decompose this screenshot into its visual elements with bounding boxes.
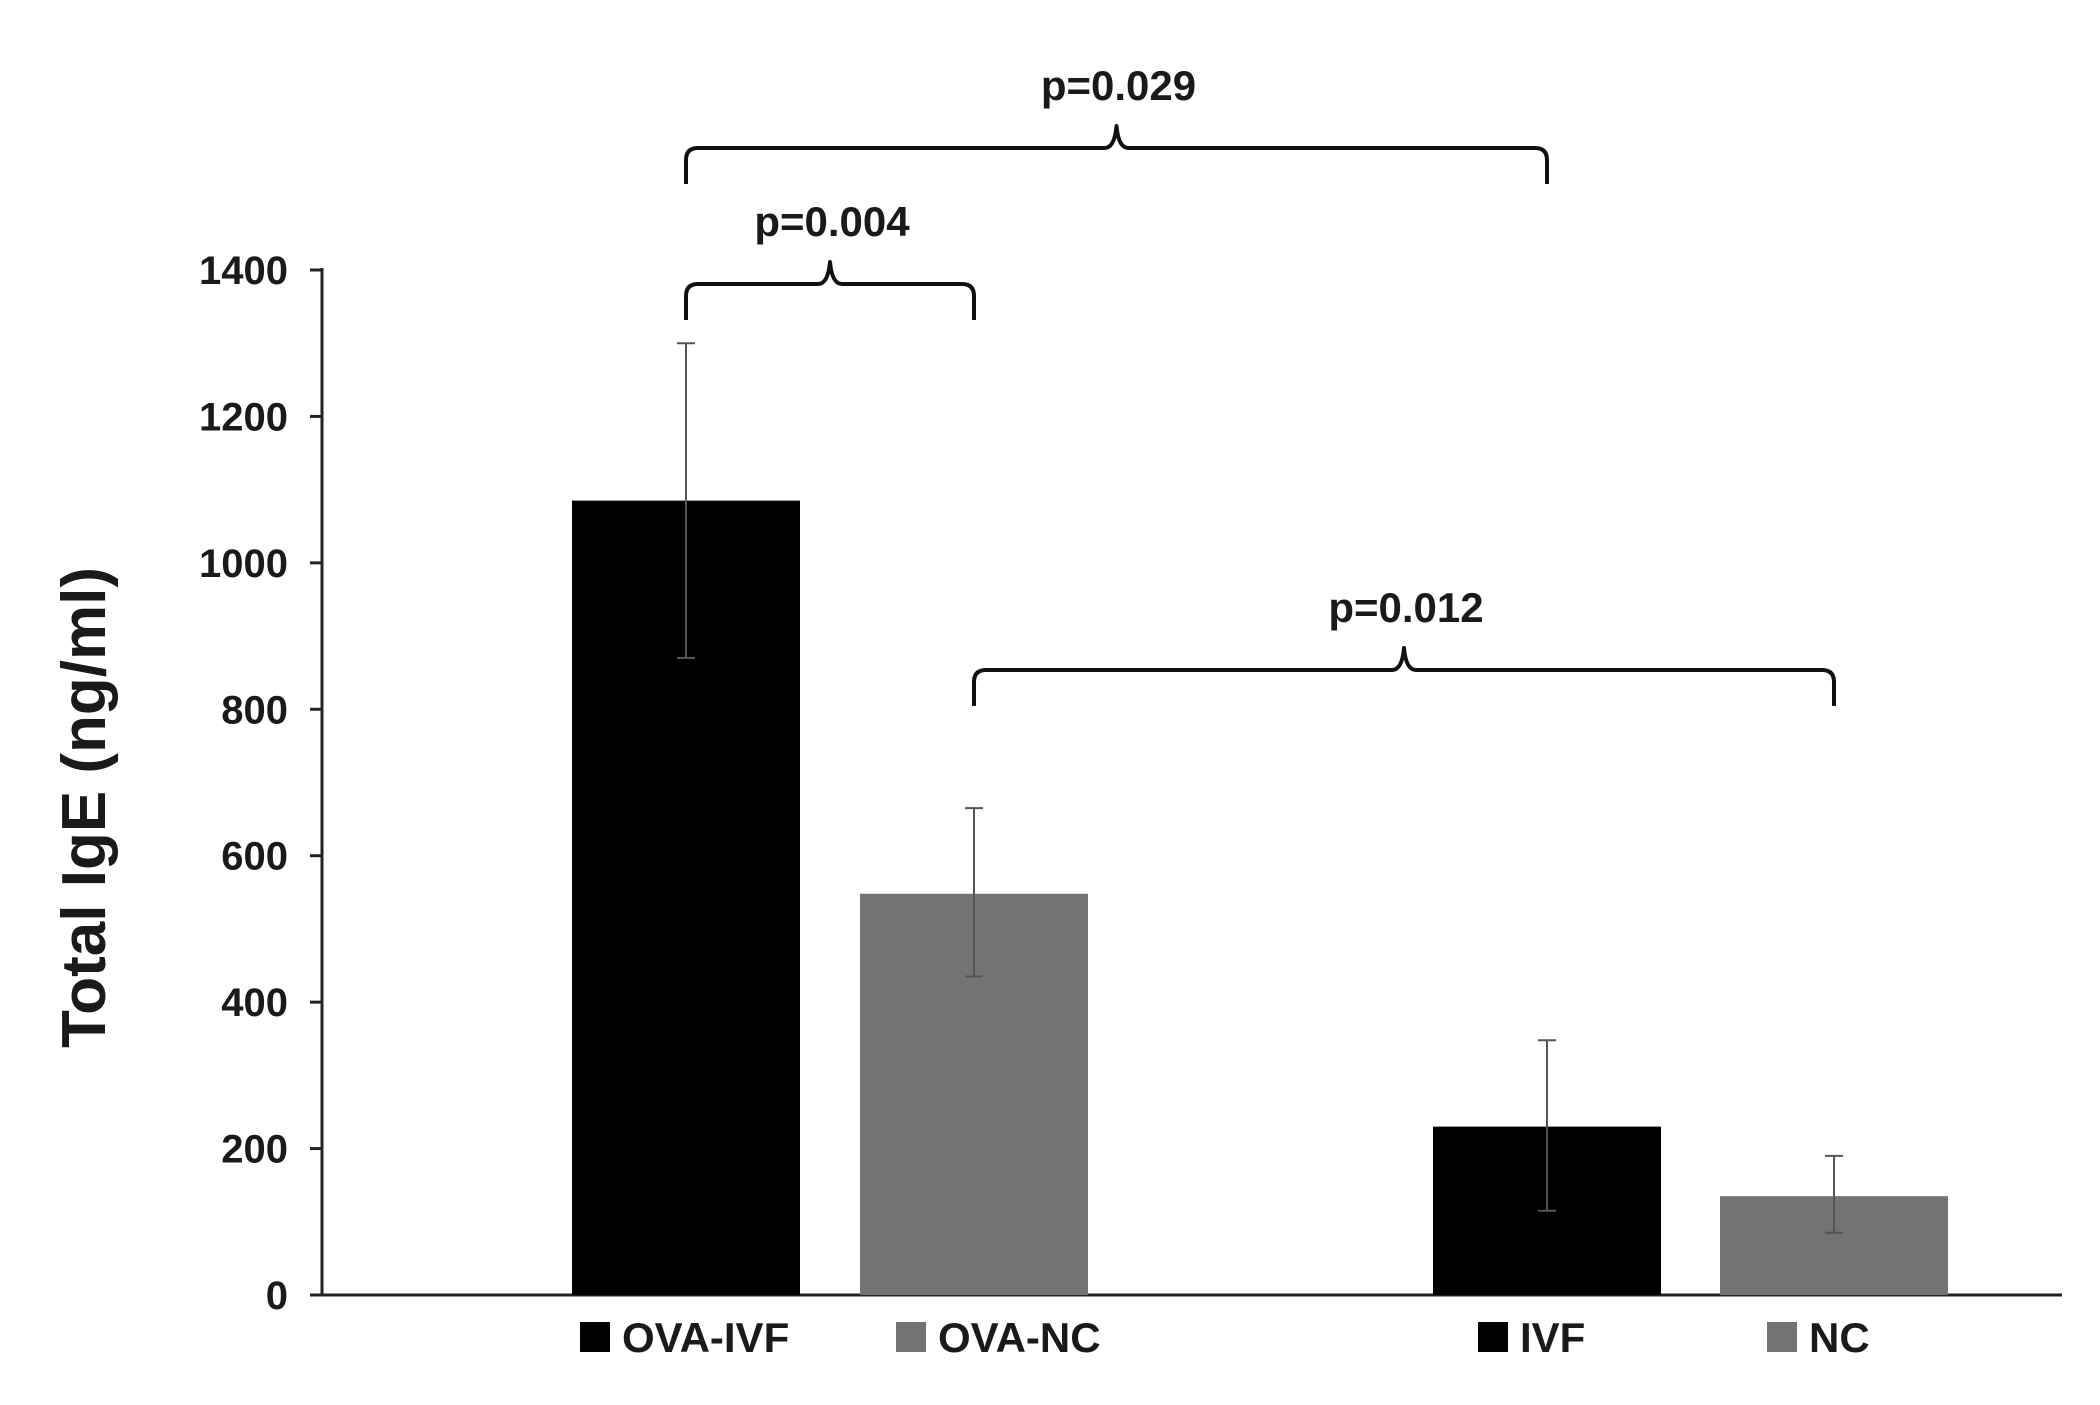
y-tick-label: 200 [221,1128,288,1172]
y-tick-label: 1000 [199,542,288,586]
significance-bracket: p=0.004 [684,198,976,320]
significance-brackets: p=0.029 p=0.004 p=0.012 [684,62,1836,706]
bars [572,500,1948,1295]
legend-swatch-nc [1767,1322,1797,1352]
y-tick-label: 800 [221,688,288,732]
y-tick-label: 1200 [199,395,288,439]
error-bar-nc [1825,1154,1843,1234]
bracket-path [684,260,976,320]
legend-label-ova-nc: OVA-NC [938,1314,1101,1361]
legend-swatch-ova-nc [896,1322,926,1352]
p-value-label: p=0.004 [754,198,910,245]
y-axis-label: Total IgE (ng/ml) [50,567,119,1048]
legend: OVA-IVF OVA-NC IVF NC [580,1314,1870,1361]
legend-label-ivf: IVF [1520,1314,1585,1361]
significance-bracket: p=0.012 [972,584,1836,706]
error-bars [677,342,1843,1234]
error-bar-ova-nc [965,807,983,978]
p-value-label: p=0.029 [1041,62,1196,109]
error-bar-ivf [1538,1039,1556,1212]
error-bar-ova-ivf [677,342,695,660]
p-value-label: p=0.012 [1328,584,1483,631]
y-tick-label: 1400 [199,249,288,293]
y-axis: 0 200 400 600 800 1000 1200 1400 [199,249,324,1318]
y-tick-label: 400 [221,981,288,1025]
legend-swatch-ivf [1478,1322,1508,1352]
bracket-path [684,124,1549,184]
legend-swatch-ova-ivf [580,1322,610,1352]
significance-bracket: p=0.029 [684,62,1549,184]
bracket-path [972,646,1836,706]
y-tick-label: 0 [266,1274,288,1318]
y-tick-label: 600 [221,835,288,879]
legend-label-nc: NC [1809,1314,1870,1361]
legend-label-ova-ivf: OVA-IVF [622,1314,789,1361]
